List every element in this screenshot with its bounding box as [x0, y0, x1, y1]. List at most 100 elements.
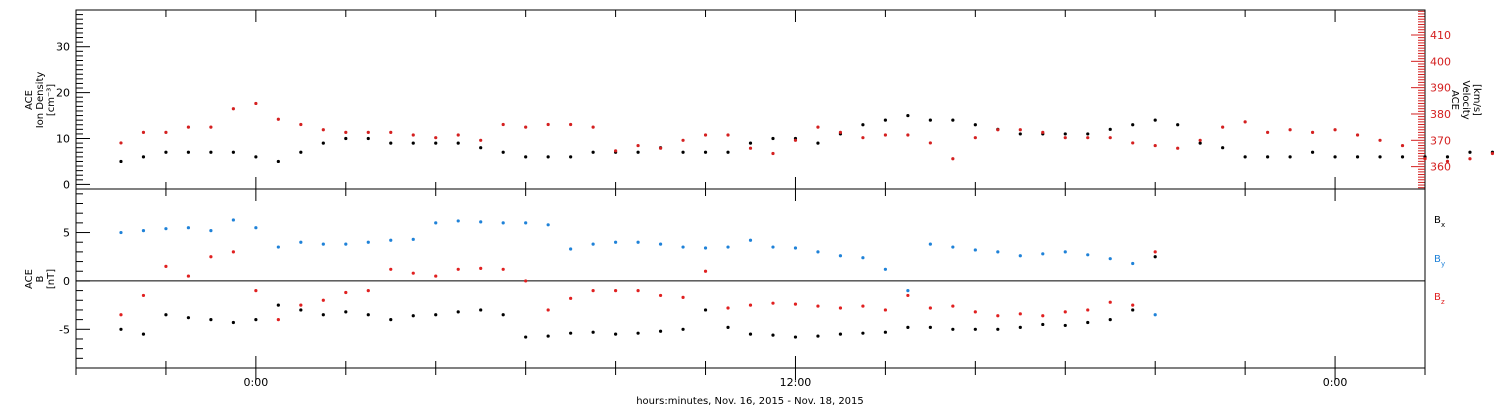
series-velocity: [119, 101, 1495, 163]
data-point: [1490, 151, 1495, 156]
data-point: [996, 250, 1000, 254]
data-point: [1221, 146, 1225, 150]
data-point: [524, 335, 528, 339]
data-point: [1423, 157, 1427, 161]
data-point: [996, 327, 1000, 331]
data-point: [1108, 136, 1112, 140]
data-point: [164, 130, 168, 135]
data-point: [883, 267, 888, 271]
data-point: [861, 123, 865, 127]
data-point: [411, 141, 415, 145]
data-point: [614, 288, 618, 293]
density-label-line: ACE: [24, 90, 35, 110]
data-point: [1018, 312, 1022, 316]
data-point: [1243, 120, 1247, 124]
velocity-tick-label: 390: [1430, 82, 1451, 95]
data-point: [1355, 133, 1360, 137]
data-point: [1086, 253, 1090, 257]
data-point: [996, 128, 1000, 132]
data-point: [951, 245, 955, 249]
data-point: [861, 136, 865, 140]
time-tick-label: 0:00: [244, 376, 269, 389]
data-point: [164, 150, 168, 154]
data-point: [254, 101, 258, 106]
data-point: [861, 256, 865, 260]
time-axis: 0:00 12:00 0:00 hours:minutes, Nov. 16, 201…: [75, 10, 1426, 407]
data-point: [1266, 130, 1270, 135]
data-point: [726, 306, 730, 310]
data-point: [614, 332, 618, 336]
legend-subscript: z: [1441, 298, 1445, 306]
data-point: [793, 138, 798, 142]
data-point: [434, 221, 438, 225]
data-point: [344, 136, 348, 141]
data-point: [1153, 143, 1157, 148]
data-point: [141, 130, 146, 135]
data-point: [299, 150, 303, 154]
data-point: [231, 320, 235, 325]
data-point: [254, 318, 258, 322]
velocity-tick-label: 370: [1430, 134, 1451, 147]
data-point: [906, 113, 910, 118]
data-point: [973, 248, 977, 252]
data-point: [546, 155, 550, 159]
data-point: [119, 141, 123, 145]
data-point: [1198, 138, 1202, 142]
data-point: [299, 303, 303, 307]
data-point: [479, 220, 483, 224]
data-point: [366, 136, 370, 141]
density-axis-label: ACE Ion Density [cm⁻³]: [24, 72, 57, 129]
time-axis-title: hours:minutes, Nov. 16, 2015 - Nov. 18, …: [636, 396, 864, 407]
data-point: [793, 335, 798, 339]
density-tick-label: 20: [56, 87, 70, 100]
data-point: [186, 226, 191, 230]
b-axis-label: ACE B [nT]: [24, 269, 57, 289]
data-point: [434, 141, 438, 145]
data-point: [973, 123, 977, 127]
data-point: [479, 146, 483, 150]
density-tick-label: 0: [63, 178, 70, 191]
data-point: [501, 313, 505, 317]
series-bz: [119, 250, 1157, 322]
data-point: [141, 229, 146, 233]
data-point: [793, 302, 798, 306]
data-point: [569, 247, 573, 251]
magnetic-frame: [75, 188, 1426, 369]
data-point: [1176, 146, 1180, 150]
data-point: [344, 130, 348, 135]
data-point: [1333, 155, 1337, 159]
data-point: [1176, 123, 1180, 127]
time-tick-label: 12:00: [780, 376, 812, 389]
data-point: [771, 245, 775, 249]
data-point: [231, 150, 235, 154]
data-point: [321, 298, 325, 302]
data-point: [973, 327, 977, 331]
velocity-label-line: Velocity: [1460, 80, 1471, 119]
data-point: [636, 143, 640, 148]
data-point: [726, 245, 730, 249]
data-point: [816, 250, 820, 254]
data-point: [703, 150, 708, 154]
data-point: [299, 122, 303, 127]
data-point: [569, 296, 573, 300]
data-point: [1131, 141, 1135, 145]
data-point: [816, 141, 820, 145]
data-point: [1400, 155, 1405, 159]
data-point: [119, 313, 123, 317]
data-point: [591, 288, 595, 293]
data-point: [209, 150, 213, 154]
data-point: [906, 288, 910, 293]
data-point: [1288, 155, 1292, 159]
data-point: [141, 332, 146, 336]
data-point: [771, 301, 775, 305]
data-point: [546, 334, 550, 338]
data-point: [996, 314, 1000, 318]
data-point: [434, 313, 438, 317]
data-point: [928, 325, 932, 329]
data-point: [883, 308, 888, 312]
data-point: [1131, 308, 1135, 312]
data-point: [1355, 155, 1360, 159]
data-point: [928, 242, 932, 246]
